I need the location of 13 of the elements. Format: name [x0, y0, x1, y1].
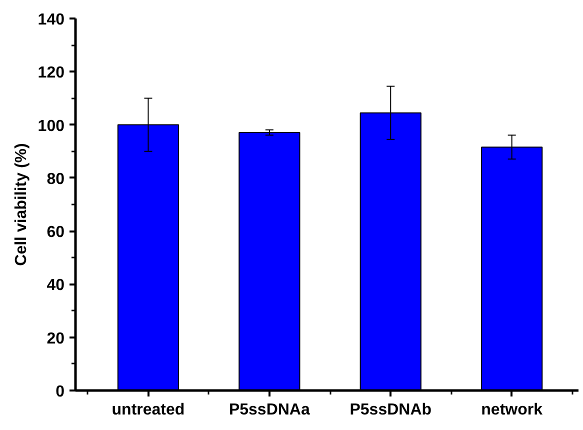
x-tick-label: untreated — [112, 402, 185, 418]
y-tick-label: 0 — [56, 384, 65, 400]
y-tick-label: 140 — [38, 12, 65, 28]
y-tick-label: 20 — [46, 330, 65, 348]
x-tick-label: P5ssDNAa — [228, 402, 310, 418]
y-tick-label: 120 — [38, 64, 65, 82]
y-axis-title: Cell viability (%) — [12, 143, 30, 266]
y-tick-label: 100 — [38, 118, 65, 135]
y-tick-label: 80 — [46, 170, 65, 188]
x-tick-label: P5ssDNAb — [350, 402, 432, 418]
y-tick-label: 40 — [46, 277, 65, 294]
x-tick-label: network — [481, 402, 543, 418]
y-tick-label: 60 — [46, 224, 65, 242]
